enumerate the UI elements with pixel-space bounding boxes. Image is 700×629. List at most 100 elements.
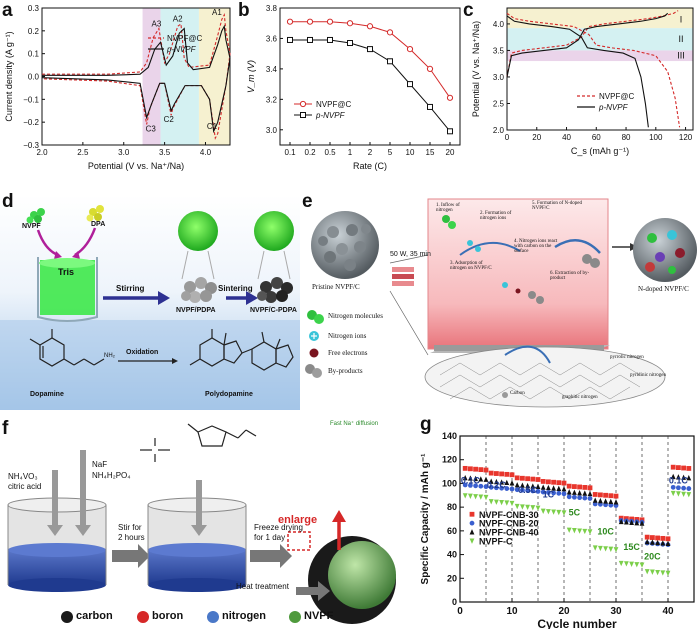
x-tick-label: 20 — [558, 606, 570, 617]
sintering-label: Sintering — [218, 284, 253, 293]
legend-marker — [469, 529, 475, 535]
capacity-point — [566, 489, 572, 495]
data-point — [287, 36, 293, 43]
capacity-point — [577, 484, 582, 490]
capacity-point — [473, 483, 478, 489]
capacity-point — [509, 500, 515, 507]
capacity-point — [499, 479, 504, 485]
capacity-point — [608, 493, 614, 499]
dpa-label: DPA — [91, 221, 106, 228]
capacity-point — [561, 486, 567, 492]
x-tick-label: 2.0 — [36, 148, 48, 157]
x-tick-label: 10 — [406, 148, 415, 157]
capacity-point — [530, 483, 536, 489]
capacity-point — [587, 490, 593, 497]
data-point — [387, 58, 393, 65]
nvpf-cluster-icon — [26, 208, 45, 224]
legend-entry: NVPF@C — [167, 34, 202, 43]
core-shell-sphere-icon — [308, 536, 396, 624]
nitrogen-ion-icon — [309, 331, 319, 341]
capacity-point — [587, 529, 593, 535]
x-tick-label: 0.1 — [284, 148, 296, 157]
capacity-point — [520, 482, 525, 488]
capacity-point — [540, 484, 546, 490]
x-axis-label: Potential (V vs. Na⁺/Na) — [88, 161, 184, 171]
capacity-point — [462, 474, 468, 481]
capacity-point — [660, 540, 666, 546]
capacity-point — [525, 504, 530, 511]
capacity-point — [676, 485, 681, 491]
capacity-point — [566, 494, 572, 500]
region-label-III: III — [677, 51, 685, 61]
tris-label: Tris — [58, 267, 75, 277]
capacity-point — [504, 486, 510, 491]
y-tick-label: −0.1 — [23, 95, 39, 104]
capacity-point — [613, 499, 619, 505]
capacity-point — [572, 528, 577, 534]
capacity-point — [613, 547, 619, 553]
y-tick-label: 2.0 — [493, 126, 505, 135]
panel-label-f: f — [2, 418, 9, 439]
capacity-point — [546, 509, 551, 515]
capacity-point — [540, 508, 546, 514]
nh2-label: NH₂ — [104, 353, 115, 359]
y-tick-label: 80 — [447, 502, 457, 512]
stir-label-1: Stir for — [118, 523, 142, 532]
heat-label: Heat treatment — [236, 582, 289, 591]
legend-carbon: carbon — [76, 610, 113, 622]
capacity-point — [494, 485, 499, 491]
capacity-point — [634, 562, 640, 568]
reagent-nh4h2po4: NH₄H₂PO₄ — [92, 471, 131, 480]
panel-label-g: g — [420, 414, 432, 435]
capacity-point — [556, 490, 562, 496]
x-tick-label: 40 — [662, 606, 674, 617]
capacity-point — [686, 486, 692, 491]
x-tick-label: 10 — [506, 606, 518, 617]
x-tick-label: 40 — [562, 133, 571, 142]
n-doped-label: N-doped NVPF/C — [638, 285, 689, 293]
capacity-point — [530, 505, 536, 511]
x-tick-label: 0 — [505, 133, 510, 142]
y-tick-label: −0.3 — [23, 141, 39, 150]
step-2: 2. Formation of nitrogen ions — [480, 211, 512, 221]
y-axis-label: V_m (V) — [246, 60, 256, 93]
rate-performance-chart: 0 10 20 30 40 0 20 40 60 80 100 120 140 Cycle number S… — [420, 431, 695, 629]
pristine-sphere-icon — [311, 211, 379, 279]
y-tick-label: 3.2 — [266, 95, 278, 104]
x-tick-label: 1 — [348, 148, 353, 157]
rate-line-1 — [290, 39, 451, 132]
capacity-point — [650, 569, 655, 575]
capacity-point — [655, 569, 660, 576]
legend-entry: p-NVPF — [166, 45, 197, 54]
capacity-point — [676, 474, 681, 480]
capacity-point — [478, 483, 484, 489]
rate-label: 15C — [623, 542, 640, 552]
capacity-point — [478, 476, 484, 482]
capacity-point — [525, 488, 530, 493]
x-tick-label: 0 — [457, 606, 463, 617]
capacity-point — [509, 480, 515, 486]
capacity-point — [561, 510, 567, 516]
capacity-point — [650, 539, 655, 545]
condition-label: 50 W, 35 min — [390, 251, 431, 258]
stir-label-2: 2 hours — [118, 533, 145, 542]
plot-frame — [506, 7, 694, 131]
capacity-point — [514, 503, 520, 510]
fast-diffusion-label: Fast Na⁺ diffusion — [330, 421, 379, 427]
free-electron-icon — [309, 348, 319, 358]
legend-entry: NVPF@C — [599, 92, 634, 101]
capacity-point — [676, 465, 681, 470]
capacity-point — [670, 490, 676, 497]
data-point — [386, 29, 394, 36]
legend-entry: p-NVPF — [598, 103, 629, 112]
boron-legend-icon — [137, 611, 149, 623]
capacity-point — [686, 475, 692, 481]
peak-label-a2: A2 — [173, 15, 183, 24]
graphene-inset — [424, 346, 666, 408]
legend-entry: NVPF-CNB-40 — [479, 528, 539, 538]
y-tick-label: 0.2 — [28, 27, 40, 36]
cv-chart: 2.0 2.5 3.0 3.5 4.0 −0.3 −0.2 −0.1 0.0 0.1 0.2 0.3 P… — [4, 4, 231, 171]
capacity-point — [561, 491, 567, 497]
peak-label-a3: A3 — [152, 19, 162, 28]
capacity-point — [488, 478, 494, 484]
